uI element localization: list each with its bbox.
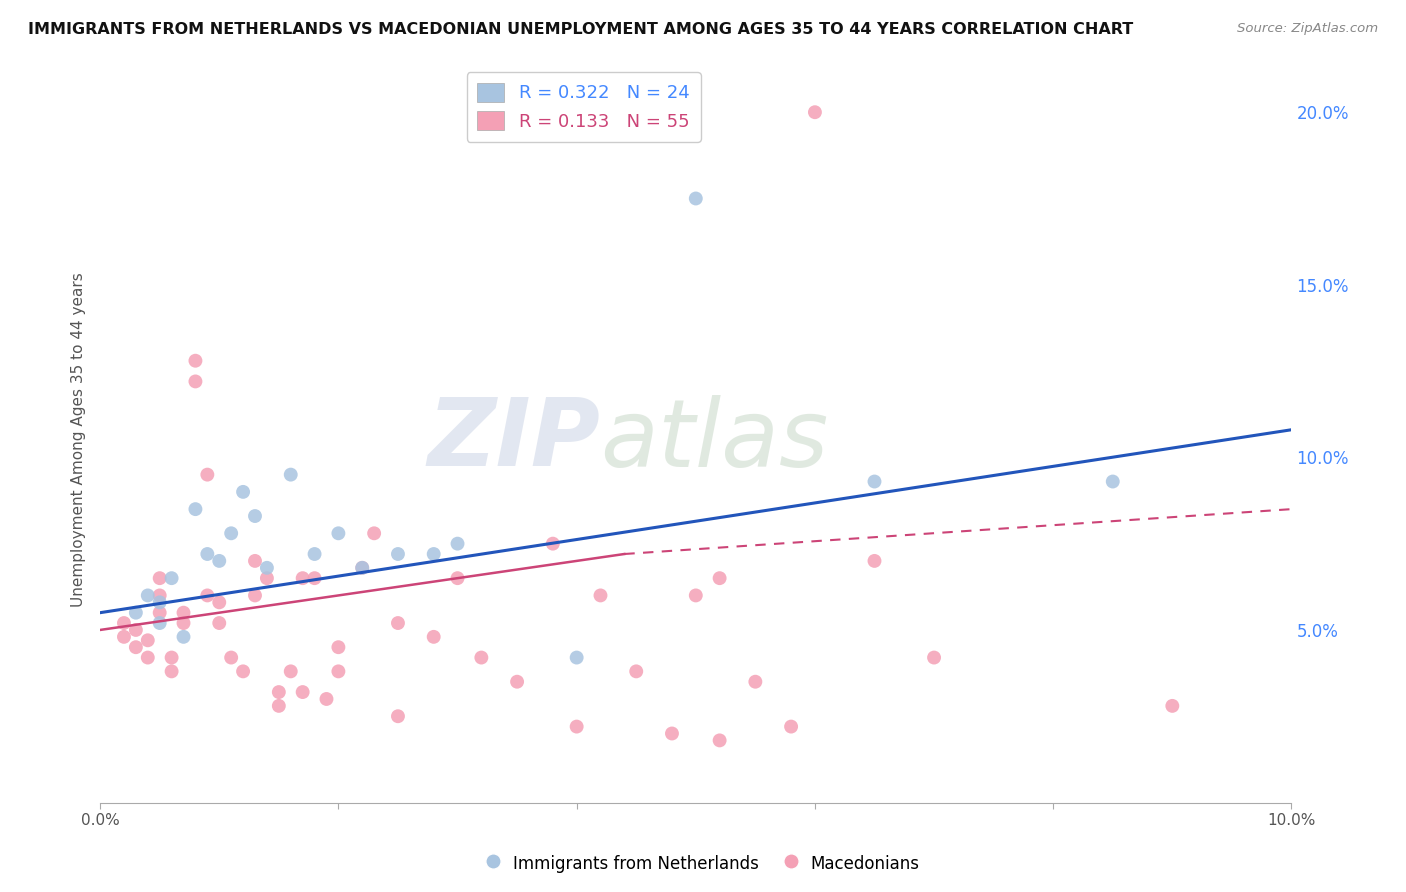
- Point: [256, 571, 278, 585]
- Point: [589, 589, 612, 603]
- Point: [387, 709, 409, 723]
- Point: [219, 526, 242, 541]
- Point: [136, 650, 159, 665]
- Point: [136, 589, 159, 603]
- Point: [328, 640, 350, 655]
- Point: [922, 650, 945, 665]
- Point: [232, 665, 254, 679]
- Text: atlas: atlas: [600, 394, 828, 485]
- Point: [304, 547, 326, 561]
- Point: [173, 615, 195, 630]
- Point: [446, 571, 468, 585]
- Point: [661, 726, 683, 740]
- Point: [863, 475, 886, 489]
- Point: [149, 589, 172, 603]
- Point: [863, 554, 886, 568]
- Point: [352, 561, 374, 575]
- Point: [565, 720, 588, 734]
- Point: [112, 615, 135, 630]
- Point: [160, 665, 183, 679]
- Point: [506, 674, 529, 689]
- Point: [149, 606, 172, 620]
- Point: [243, 554, 266, 568]
- Point: [626, 665, 648, 679]
- Point: [291, 571, 314, 585]
- Point: [160, 571, 183, 585]
- Point: [315, 692, 337, 706]
- Point: [232, 484, 254, 499]
- Point: [709, 733, 731, 747]
- Legend: R = 0.322   N = 24, R = 0.133   N = 55: R = 0.322 N = 24, R = 0.133 N = 55: [467, 72, 700, 142]
- Point: [291, 685, 314, 699]
- Point: [744, 674, 766, 689]
- Point: [780, 720, 803, 734]
- Point: [184, 353, 207, 368]
- Point: [184, 502, 207, 516]
- Point: [125, 640, 148, 655]
- Point: [195, 589, 218, 603]
- Y-axis label: Unemployment Among Ages 35 to 44 years: Unemployment Among Ages 35 to 44 years: [72, 273, 86, 607]
- Point: [541, 536, 564, 550]
- Point: [149, 571, 172, 585]
- Point: [685, 192, 707, 206]
- Point: [267, 698, 290, 713]
- Point: [387, 615, 409, 630]
- Point: [208, 554, 231, 568]
- Point: [685, 589, 707, 603]
- Point: [173, 606, 195, 620]
- Point: [112, 630, 135, 644]
- Text: ZIP: ZIP: [427, 394, 600, 486]
- Point: [352, 561, 374, 575]
- Point: [184, 375, 207, 389]
- Point: [328, 526, 350, 541]
- Point: [243, 509, 266, 524]
- Point: [136, 633, 159, 648]
- Legend: Immigrants from Netherlands, Macedonians: Immigrants from Netherlands, Macedonians: [479, 847, 927, 880]
- Point: [422, 630, 444, 644]
- Point: [125, 606, 148, 620]
- Point: [470, 650, 492, 665]
- Text: IMMIGRANTS FROM NETHERLANDS VS MACEDONIAN UNEMPLOYMENT AMONG AGES 35 TO 44 YEARS: IMMIGRANTS FROM NETHERLANDS VS MACEDONIA…: [28, 22, 1133, 37]
- Point: [173, 630, 195, 644]
- Point: [804, 105, 827, 120]
- Point: [208, 615, 231, 630]
- Point: [243, 589, 266, 603]
- Point: [565, 650, 588, 665]
- Point: [267, 685, 290, 699]
- Text: Source: ZipAtlas.com: Source: ZipAtlas.com: [1237, 22, 1378, 36]
- Point: [195, 467, 218, 482]
- Point: [208, 595, 231, 609]
- Point: [280, 467, 302, 482]
- Point: [709, 571, 731, 585]
- Point: [1161, 698, 1184, 713]
- Point: [160, 650, 183, 665]
- Point: [422, 547, 444, 561]
- Point: [280, 665, 302, 679]
- Point: [219, 650, 242, 665]
- Point: [149, 595, 172, 609]
- Point: [1101, 475, 1123, 489]
- Point: [304, 571, 326, 585]
- Point: [125, 623, 148, 637]
- Point: [446, 536, 468, 550]
- Point: [149, 615, 172, 630]
- Point: [363, 526, 385, 541]
- Point: [328, 665, 350, 679]
- Point: [256, 561, 278, 575]
- Point: [195, 547, 218, 561]
- Point: [387, 547, 409, 561]
